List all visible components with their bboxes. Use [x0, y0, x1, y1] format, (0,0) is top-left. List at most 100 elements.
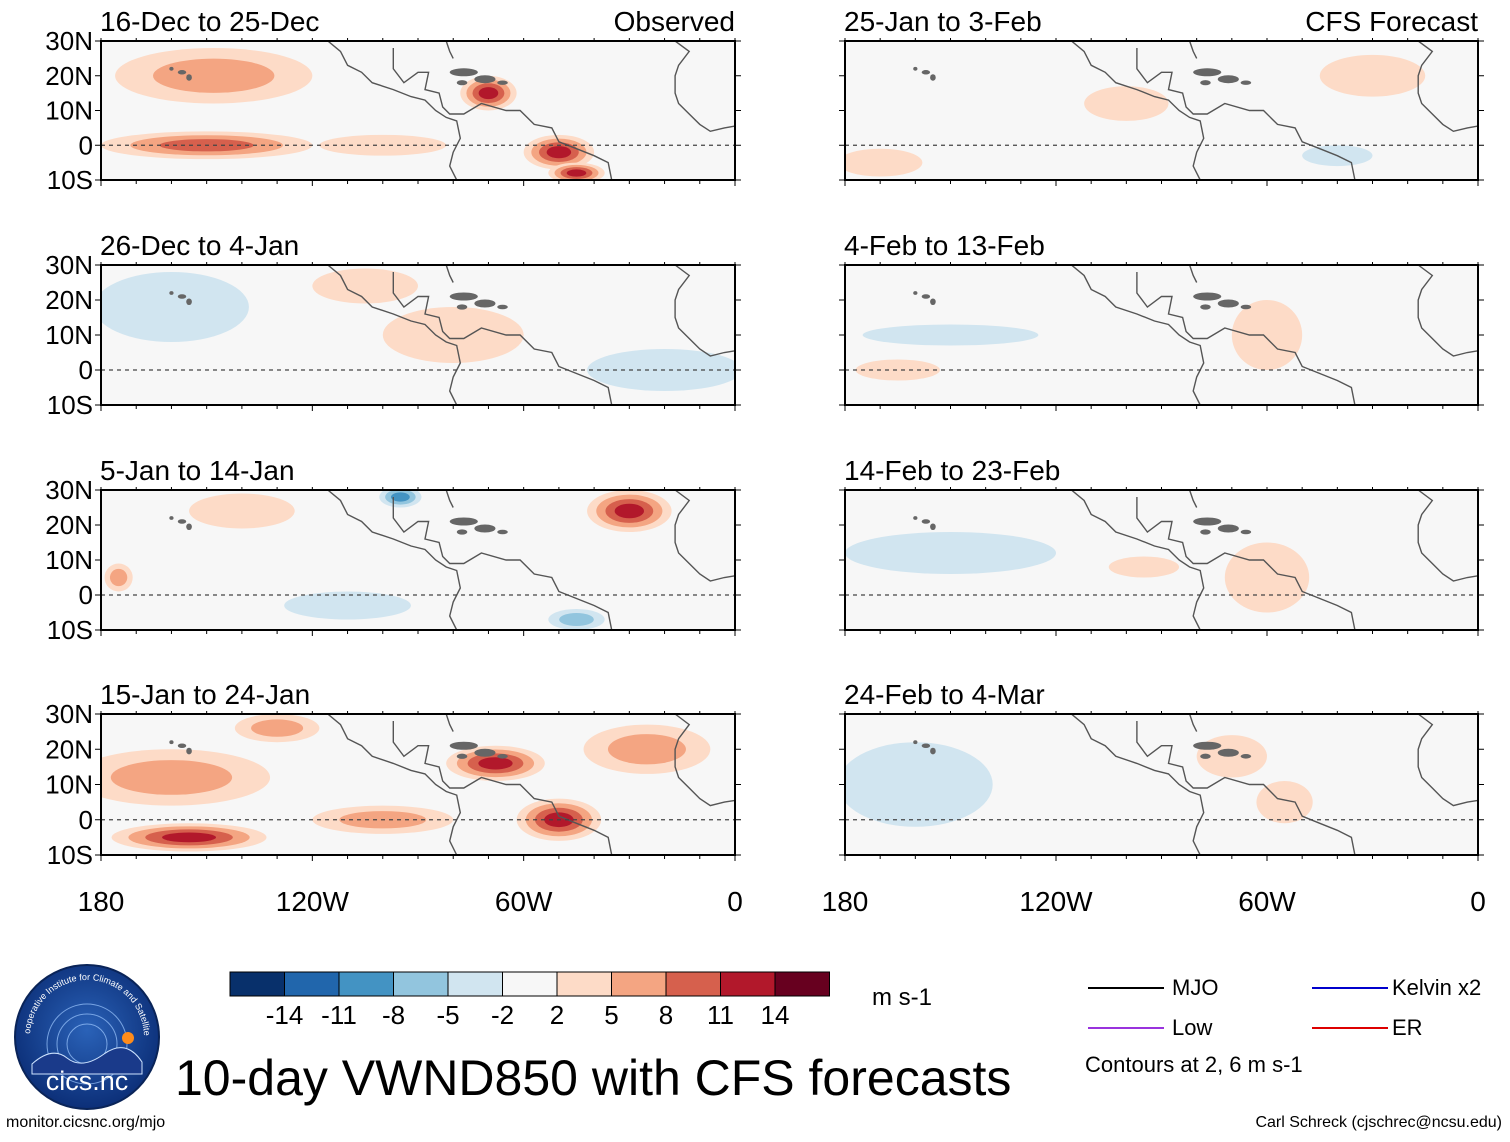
colorbar-tick-label: -2	[491, 1000, 514, 1030]
anomaly-level	[1319, 54, 1426, 97]
island	[1240, 304, 1252, 310]
y-tick-label: 10N	[45, 545, 93, 575]
y-tick-label: 20N	[45, 61, 93, 91]
y-tick-label: 20N	[45, 510, 93, 540]
y-tick-label: 30N	[45, 699, 93, 729]
panel-title: 25-Jan to 3-Feb	[844, 6, 1042, 37]
colorbar-swatch	[338, 971, 394, 997]
map-panel-2: 30N 20N 10N 0 10S 26-Dec to 4-Jan	[45, 230, 741, 420]
coastlines	[169, 41, 735, 180]
legend-label-kelvin: Kelvin x2	[1392, 975, 1482, 1000]
island	[921, 743, 931, 748]
x-tick-label: 0	[1470, 886, 1486, 917]
island	[169, 66, 174, 71]
island	[921, 519, 931, 524]
island	[913, 740, 918, 745]
legend-label-mjo: MJO	[1172, 975, 1219, 1000]
anomaly-level	[284, 591, 411, 620]
y-tick-label: 10S	[47, 390, 93, 420]
coastlines	[169, 265, 735, 405]
x-tick-label: 120W	[276, 886, 350, 917]
map-panel-3: 30N 20N 10N 0 10S 5-Jan to 14-Jan	[45, 455, 741, 645]
colorbar-tick-label: -8	[382, 1000, 405, 1030]
colorbar-tick-label: 5	[604, 1000, 618, 1030]
anomaly-blob	[583, 724, 711, 774]
colorbar: -14 -11 -8 -5 -2 2 5 8 11 14	[229, 971, 830, 1030]
anomaly-level	[559, 613, 594, 626]
island	[1240, 80, 1252, 85]
legend-line-mjo	[1088, 987, 1164, 989]
anomaly-level	[312, 268, 418, 304]
anomaly-level	[110, 760, 233, 795]
anomaly-level	[189, 493, 295, 529]
map-panel-6: 4-Feb to 13-Feb	[839, 230, 1484, 411]
x-tick-label: 60W	[1238, 886, 1296, 917]
y-tick-label: 0	[79, 805, 93, 835]
colorbar-swatch	[229, 971, 285, 997]
island	[474, 748, 496, 757]
island	[1193, 68, 1222, 77]
anomaly-level	[109, 568, 128, 587]
colorbar-swatch	[502, 971, 558, 997]
panel-title: 4-Feb to 13-Feb	[844, 230, 1045, 261]
island	[186, 298, 192, 306]
anomaly-blob	[234, 714, 320, 743]
anomaly-level	[607, 734, 686, 765]
coastlines	[913, 265, 1478, 405]
coastline-africa	[1417, 265, 1478, 357]
island	[177, 70, 187, 75]
panel-tag: CFS Forecast	[1305, 6, 1478, 37]
coastline-atlantic	[392, 497, 613, 630]
coastlines	[913, 41, 1478, 180]
island	[913, 66, 918, 71]
legend-label-er: ER	[1392, 1015, 1423, 1040]
anomaly-level	[566, 169, 587, 177]
anomaly-blob	[115, 47, 313, 104]
island	[497, 529, 508, 535]
colorbar-tick-label: 11	[707, 1000, 734, 1030]
anomaly-level	[845, 148, 923, 177]
island	[456, 753, 468, 759]
island	[1240, 529, 1252, 535]
panel-title: 24-Feb to 4-Mar	[844, 679, 1045, 710]
coastline-africa	[674, 714, 735, 807]
coastline-florida	[445, 714, 454, 732]
colorbar-tick-label: -14	[266, 1000, 304, 1030]
coastline-pacific	[326, 41, 462, 180]
coastline-pacific	[1070, 41, 1205, 180]
island	[930, 523, 936, 531]
anomaly-level	[546, 146, 572, 159]
island	[449, 68, 478, 77]
island	[177, 294, 187, 299]
coastline-atlantic	[1136, 721, 1356, 855]
anomaly-blob	[312, 268, 418, 304]
island	[186, 523, 192, 531]
colorbar-swatch	[720, 971, 776, 997]
anomaly-blob	[548, 162, 605, 180]
map-panel-4: 30N 20N 10N 0 10S 15-Jan to 24-Jan 180 120W 60W 0	[45, 679, 742, 917]
legend-line-kelvin	[1312, 987, 1388, 989]
legend-line-er	[1312, 1027, 1388, 1029]
island	[449, 517, 478, 526]
island	[1200, 80, 1211, 86]
island	[177, 743, 187, 748]
anomaly-level	[855, 359, 940, 381]
contour-note: Contours at 2, 6 m s-1	[1085, 1052, 1303, 1077]
anomaly-level	[162, 832, 217, 843]
legend-label-low: Low	[1172, 1015, 1213, 1040]
island	[497, 304, 508, 310]
coastline-florida	[1188, 490, 1198, 508]
anomaly-blob	[446, 745, 545, 781]
island	[169, 291, 174, 295]
y-tick-label: 0	[79, 355, 93, 385]
map-panel-5: 25-Jan to 3-Feb CFS Forecast	[839, 6, 1484, 186]
anomaly-blob	[1224, 542, 1310, 613]
island	[930, 74, 936, 81]
panel-title: 26-Dec to 4-Jan	[100, 230, 299, 261]
coastline-florida	[445, 265, 454, 283]
island	[169, 516, 174, 520]
coastline-africa	[1417, 490, 1478, 582]
anomaly-level	[101, 272, 249, 342]
panel-title: 16-Dec to 25-Dec	[100, 6, 319, 37]
